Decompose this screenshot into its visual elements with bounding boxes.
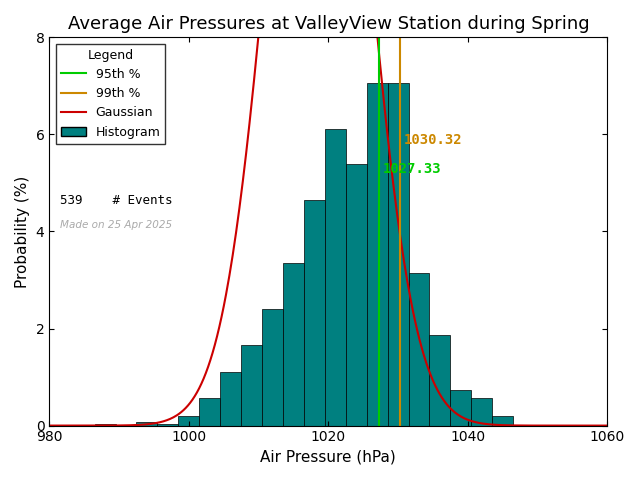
Bar (471, 398, 492, 426)
Gaussian (591, 423, 599, 429)
Bar (388, 84, 408, 426)
Line: Gaussian: Gaussian (49, 0, 607, 426)
Bar (367, 84, 388, 426)
Gaussian (604, 423, 611, 429)
Bar (283, 264, 304, 426)
Text: 1030.32: 1030.32 (404, 133, 463, 147)
99th % (397, 423, 404, 429)
Bar (95, 424, 116, 426)
Bar (220, 372, 241, 426)
Bar (262, 309, 283, 426)
Bar (304, 200, 325, 426)
Gaussian (504, 422, 511, 428)
Bar (136, 422, 157, 426)
Bar (241, 345, 262, 426)
Bar (346, 165, 367, 426)
95th % (376, 374, 383, 380)
Gaussian (379, 86, 387, 92)
Y-axis label: Probability (%): Probability (%) (15, 175, 30, 288)
X-axis label: Air Pressure (hPa): Air Pressure (hPa) (260, 450, 396, 465)
Legend: 95th %, 99th %, Gaussian, Histogram: 95th %, 99th %, Gaussian, Histogram (56, 44, 165, 144)
Bar (179, 416, 199, 426)
Text: 1027.33: 1027.33 (383, 162, 442, 176)
Bar (408, 273, 429, 426)
Gaussian (45, 423, 53, 429)
Bar (492, 416, 513, 426)
Text: 539    # Events: 539 # Events (60, 194, 173, 207)
Bar (451, 390, 471, 426)
Bar (157, 424, 179, 426)
Bar (199, 398, 220, 426)
95th % (376, 423, 383, 429)
Title: Average Air Pressures at ValleyView Station during Spring: Average Air Pressures at ValleyView Stat… (68, 15, 589, 33)
Text: Made on 25 Apr 2025: Made on 25 Apr 2025 (60, 219, 173, 229)
99th % (397, 374, 404, 380)
Bar (429, 336, 451, 426)
Bar (325, 129, 346, 426)
